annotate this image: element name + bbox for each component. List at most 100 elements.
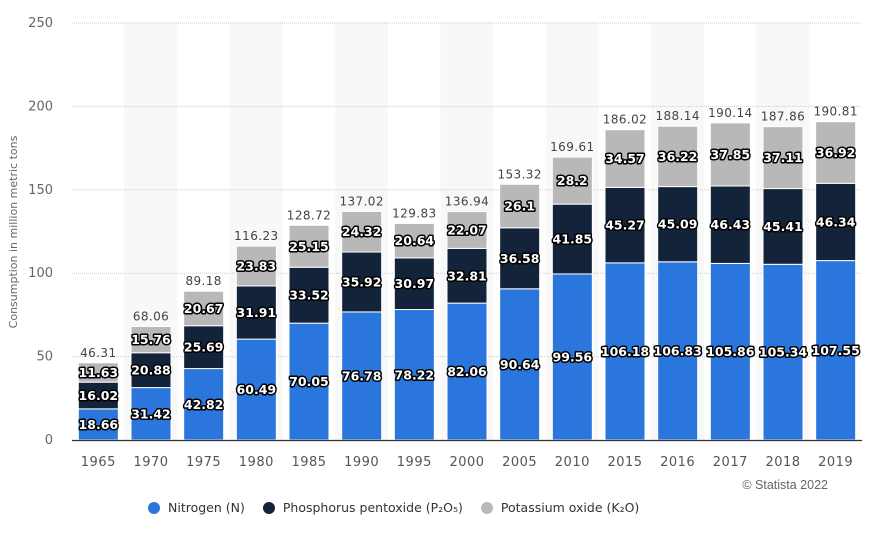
bar-segment-nitrogen[interactable]	[235, 338, 277, 441]
y-tick-label: 200	[28, 99, 53, 114]
bar-segment-potassium[interactable]	[235, 245, 277, 287]
segment-value-label: 90.64	[500, 357, 540, 372]
x-tick-label: 1990	[344, 455, 379, 470]
segment-value-label: 20.88	[131, 363, 171, 378]
bar-segment-potassium[interactable]	[341, 210, 383, 253]
bars	[77, 121, 857, 441]
bar-segment-potassium[interactable]	[393, 222, 435, 259]
segment-value-label: 42.82	[184, 397, 224, 412]
segment-value-label: 36.22	[658, 149, 698, 164]
segment-value-label: 31.42	[131, 406, 171, 421]
segment-value-label: 41.85	[553, 232, 593, 247]
bar-segment-potassium[interactable]	[815, 121, 857, 184]
segment-value-label: 70.05	[289, 374, 329, 389]
bar-segment-potassium[interactable]	[499, 183, 541, 229]
bar-segment-potassium[interactable]	[762, 126, 804, 190]
segment-value-label: 37.11	[763, 150, 803, 165]
segment-value-label: 18.66	[79, 417, 119, 432]
bar-segment-potassium[interactable]	[288, 224, 330, 268]
y-tick-label: 100	[28, 266, 53, 281]
bar-segment-potassium[interactable]	[657, 125, 699, 188]
y-tick-label: 150	[28, 183, 53, 198]
segment-value-label: 26.1	[504, 199, 535, 214]
bar-segment-phosphorus[interactable]	[130, 352, 172, 389]
segment-value-label: 105.86	[706, 344, 755, 359]
bar-segment-potassium[interactable]	[183, 290, 225, 327]
bar-segment-potassium[interactable]	[604, 129, 646, 188]
segment-value-label: 11.63	[79, 365, 119, 380]
x-tick-label: 2005	[502, 455, 537, 470]
x-tick-label: 2019	[818, 455, 853, 470]
bar-segment-phosphorus[interactable]	[762, 188, 804, 265]
legend-label: Phosphorus pentoxide (P₂O₅)	[282, 500, 463, 515]
bar-segment-phosphorus[interactable]	[183, 325, 225, 370]
segment-value-label: 76.78	[342, 368, 382, 383]
bar-segment-phosphorus[interactable]	[288, 266, 330, 324]
segment-value-label: 33.52	[289, 288, 329, 303]
bar-segment-phosphorus[interactable]	[709, 185, 751, 264]
x-tick-label: 2016	[660, 455, 695, 470]
segment-value-label: 23.83	[237, 259, 277, 274]
segment-value-label: 28.2	[557, 173, 588, 188]
bar-segment-phosphorus[interactable]	[446, 247, 488, 304]
bar-segment-phosphorus[interactable]	[604, 186, 646, 264]
bar-segment-nitrogen[interactable]	[130, 387, 172, 441]
x-tick-label: 1965	[81, 455, 116, 470]
statista-credit[interactable]: © Statista 2022	[742, 478, 828, 492]
bar-segment-potassium[interactable]	[551, 156, 593, 205]
y-tick-label: 0	[45, 433, 53, 448]
bar-segment-nitrogen[interactable]	[499, 288, 541, 441]
segment-value-label: 31.91	[237, 305, 277, 320]
bar-segment-potassium[interactable]	[130, 325, 172, 354]
segment-value-label: 82.06	[447, 364, 487, 379]
legend-marker-potassium-icon	[480, 501, 493, 514]
bar-segment-phosphorus[interactable]	[551, 203, 593, 275]
total-value-label: 190.81	[813, 105, 857, 119]
bar-segment-nitrogen[interactable]	[604, 262, 646, 441]
legend-marker-nitrogen-icon	[148, 501, 160, 514]
bar-segment-nitrogen[interactable]	[446, 302, 488, 441]
total-value-label: 190.14	[708, 106, 752, 120]
bar-segment-potassium[interactable]	[77, 362, 119, 383]
bar-segment-nitrogen[interactable]	[393, 309, 435, 441]
legend-item-phosphorus[interactable]: Phosphorus pentoxide (P₂O₅)	[262, 500, 463, 515]
bar-segment-nitrogen[interactable]	[657, 261, 699, 441]
total-value-label: 186.02	[603, 113, 647, 127]
segment-value-label: 25.69	[184, 340, 224, 355]
segment-value-label: 106.83	[654, 343, 702, 358]
segment-value-label: 25.15	[289, 239, 329, 254]
segment-value-label: 99.56	[553, 349, 593, 364]
segment-value-label: 16.02	[79, 388, 119, 403]
bar-segment-nitrogen[interactable]	[288, 322, 330, 441]
total-value-label: 153.32	[497, 167, 541, 181]
y-axis-ticks: 0 50 100 150 200 250	[28, 16, 53, 448]
bar-segment-nitrogen[interactable]	[551, 273, 593, 441]
x-tick-label: 1970	[133, 455, 168, 470]
legend-label: Potassium oxide (K₂O)	[500, 500, 640, 515]
bar-segment-potassium[interactable]	[446, 211, 488, 249]
total-value-label: 116.23	[234, 229, 278, 243]
y-tick-label: 250	[28, 16, 53, 31]
bar-segment-phosphorus[interactable]	[499, 227, 541, 290]
bar-segment-potassium[interactable]	[709, 122, 751, 187]
segment-value-label: 32.81	[447, 268, 487, 283]
x-tick-label: 1995	[397, 455, 432, 470]
bar-segment-nitrogen[interactable]	[77, 408, 119, 441]
total-value-label: 187.86	[761, 110, 805, 124]
bar-segment-nitrogen[interactable]	[183, 368, 225, 441]
bar-segment-phosphorus[interactable]	[77, 381, 119, 410]
bar-segment-phosphorus[interactable]	[341, 251, 383, 313]
bar-segment-nitrogen[interactable]	[709, 262, 751, 441]
x-tick-label: 1985	[291, 455, 326, 470]
total-value-label: 188.14	[655, 109, 699, 123]
segment-value-label: 15.76	[131, 332, 171, 347]
legend-item-nitrogen[interactable]: Nitrogen (N)	[148, 500, 245, 515]
segment-value-label: 78.22	[395, 367, 435, 382]
bar-segment-nitrogen[interactable]	[815, 260, 857, 441]
x-tick-label: 2000	[449, 455, 484, 470]
segment-value-label: 37.85	[711, 147, 751, 162]
legend-item-potassium[interactable]: Potassium oxide (K₂O)	[480, 500, 640, 515]
segment-value-label: 45.09	[658, 217, 698, 232]
bar-segment-phosphorus[interactable]	[393, 257, 435, 311]
total-value-label: 137.02	[339, 194, 383, 208]
